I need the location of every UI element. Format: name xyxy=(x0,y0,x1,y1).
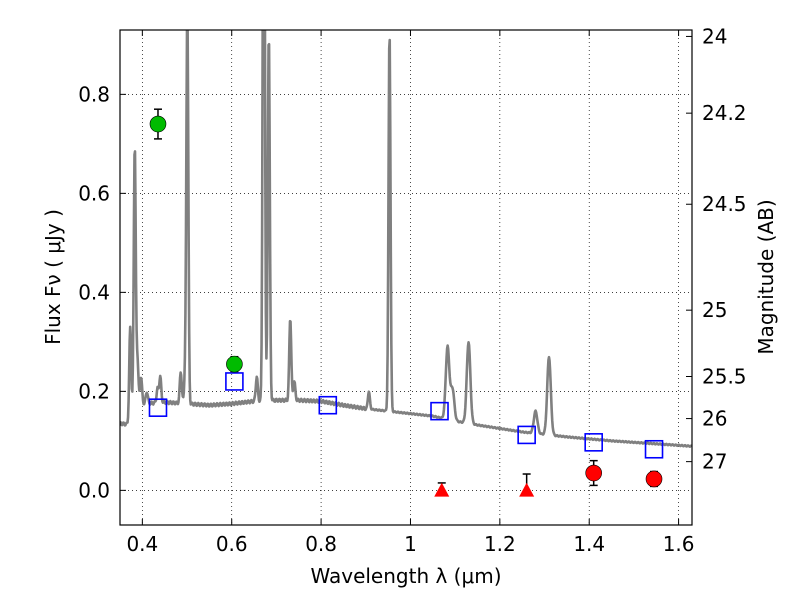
x-tick-label: 1 xyxy=(404,532,417,556)
observed-point xyxy=(585,464,602,482)
model-photometry-square xyxy=(644,439,664,459)
x-tick-label: 1.2 xyxy=(484,532,516,556)
observed-point xyxy=(226,355,243,373)
upper-limit-triangle xyxy=(434,482,450,497)
observed-point xyxy=(149,115,167,133)
model-photometry-square xyxy=(318,395,338,415)
model-photometry-square xyxy=(517,425,536,445)
right-tick-label: 25 xyxy=(702,298,727,322)
model-photometry-square xyxy=(225,372,244,391)
x-tick-label: 0.8 xyxy=(305,532,337,556)
y-tick-label: 0.6 xyxy=(78,181,110,205)
y-axis-label: Flux Fν ( μJy ) xyxy=(41,209,65,345)
axis-ticks: 0.4 0.6 0.8 1 1.2 1.4 1.6 0.0 0.2 0.4 0.6 0.8 24 24.2… xyxy=(78,24,746,556)
right-tick-label: 27 xyxy=(702,450,727,474)
x-axis-label: Wavelength λ (μm) xyxy=(310,564,501,588)
y-tick-label: 0.0 xyxy=(78,478,110,502)
model-photometry-square xyxy=(584,433,603,452)
plot-area xyxy=(120,30,692,497)
y-tick-label: 0.2 xyxy=(78,379,110,403)
plot-frame xyxy=(119,29,693,526)
y-tick-label: 0.8 xyxy=(78,82,110,106)
right-tick-label: 26 xyxy=(702,407,727,431)
x-tick-label: 1.4 xyxy=(573,532,605,556)
right-tick-label: 24.2 xyxy=(702,101,747,125)
x-tick-label: 0.4 xyxy=(126,532,158,556)
right-tick-label: 24.5 xyxy=(702,192,747,216)
model-photometry-square xyxy=(148,398,168,417)
grid xyxy=(120,30,692,525)
x-tick-label: 0.6 xyxy=(216,532,248,556)
y-tick-label: 0.4 xyxy=(78,280,110,304)
x-tick-label: 1.6 xyxy=(663,532,695,556)
right-axis-label: Magnitude (AB) xyxy=(754,199,778,354)
model-photometry-square xyxy=(430,401,449,421)
right-tick-label: 25.5 xyxy=(702,365,747,389)
observed-point xyxy=(645,470,663,488)
sed-spectrum-line xyxy=(120,30,692,448)
upper-limit-triangle xyxy=(519,482,535,497)
right-tick-label: 24 xyxy=(702,24,727,48)
